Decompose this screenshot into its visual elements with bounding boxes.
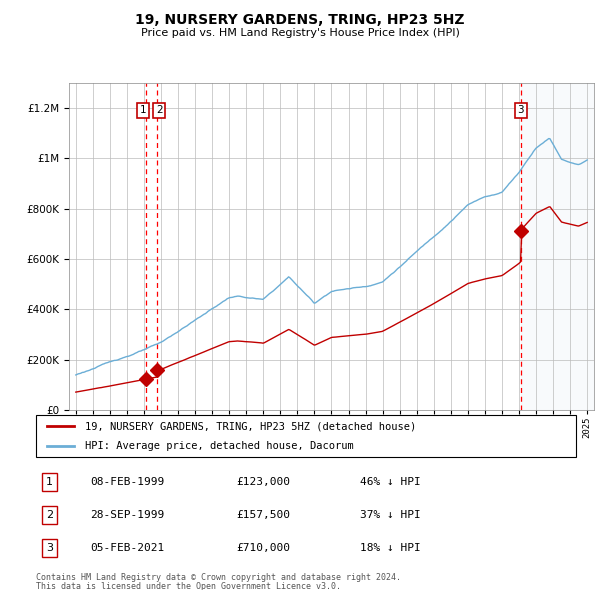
Text: 19, NURSERY GARDENS, TRING, HP23 5HZ (detached house): 19, NURSERY GARDENS, TRING, HP23 5HZ (de… (85, 421, 416, 431)
Text: £123,000: £123,000 (236, 477, 290, 487)
Text: 18% ↓ HPI: 18% ↓ HPI (360, 543, 421, 553)
Text: 08-FEB-1999: 08-FEB-1999 (90, 477, 164, 487)
Text: 2: 2 (156, 105, 163, 115)
Text: 46% ↓ HPI: 46% ↓ HPI (360, 477, 421, 487)
Text: 19, NURSERY GARDENS, TRING, HP23 5HZ: 19, NURSERY GARDENS, TRING, HP23 5HZ (135, 13, 465, 27)
Text: 3: 3 (46, 543, 53, 553)
Text: 1: 1 (46, 477, 53, 487)
Text: 05-FEB-2021: 05-FEB-2021 (90, 543, 164, 553)
Bar (521, 83, 594, 410)
Text: 3: 3 (517, 105, 524, 115)
Text: £710,000: £710,000 (236, 543, 290, 553)
Text: 1: 1 (140, 105, 146, 115)
Text: 37% ↓ HPI: 37% ↓ HPI (360, 510, 421, 520)
Text: This data is licensed under the Open Government Licence v3.0.: This data is licensed under the Open Gov… (36, 582, 341, 590)
Text: 2: 2 (46, 510, 53, 520)
Text: 28-SEP-1999: 28-SEP-1999 (90, 510, 164, 520)
Text: £157,500: £157,500 (236, 510, 290, 520)
Text: Contains HM Land Registry data © Crown copyright and database right 2024.: Contains HM Land Registry data © Crown c… (36, 573, 401, 582)
FancyBboxPatch shape (36, 415, 576, 457)
Text: HPI: Average price, detached house, Dacorum: HPI: Average price, detached house, Daco… (85, 441, 353, 451)
Text: Price paid vs. HM Land Registry's House Price Index (HPI): Price paid vs. HM Land Registry's House … (140, 28, 460, 38)
